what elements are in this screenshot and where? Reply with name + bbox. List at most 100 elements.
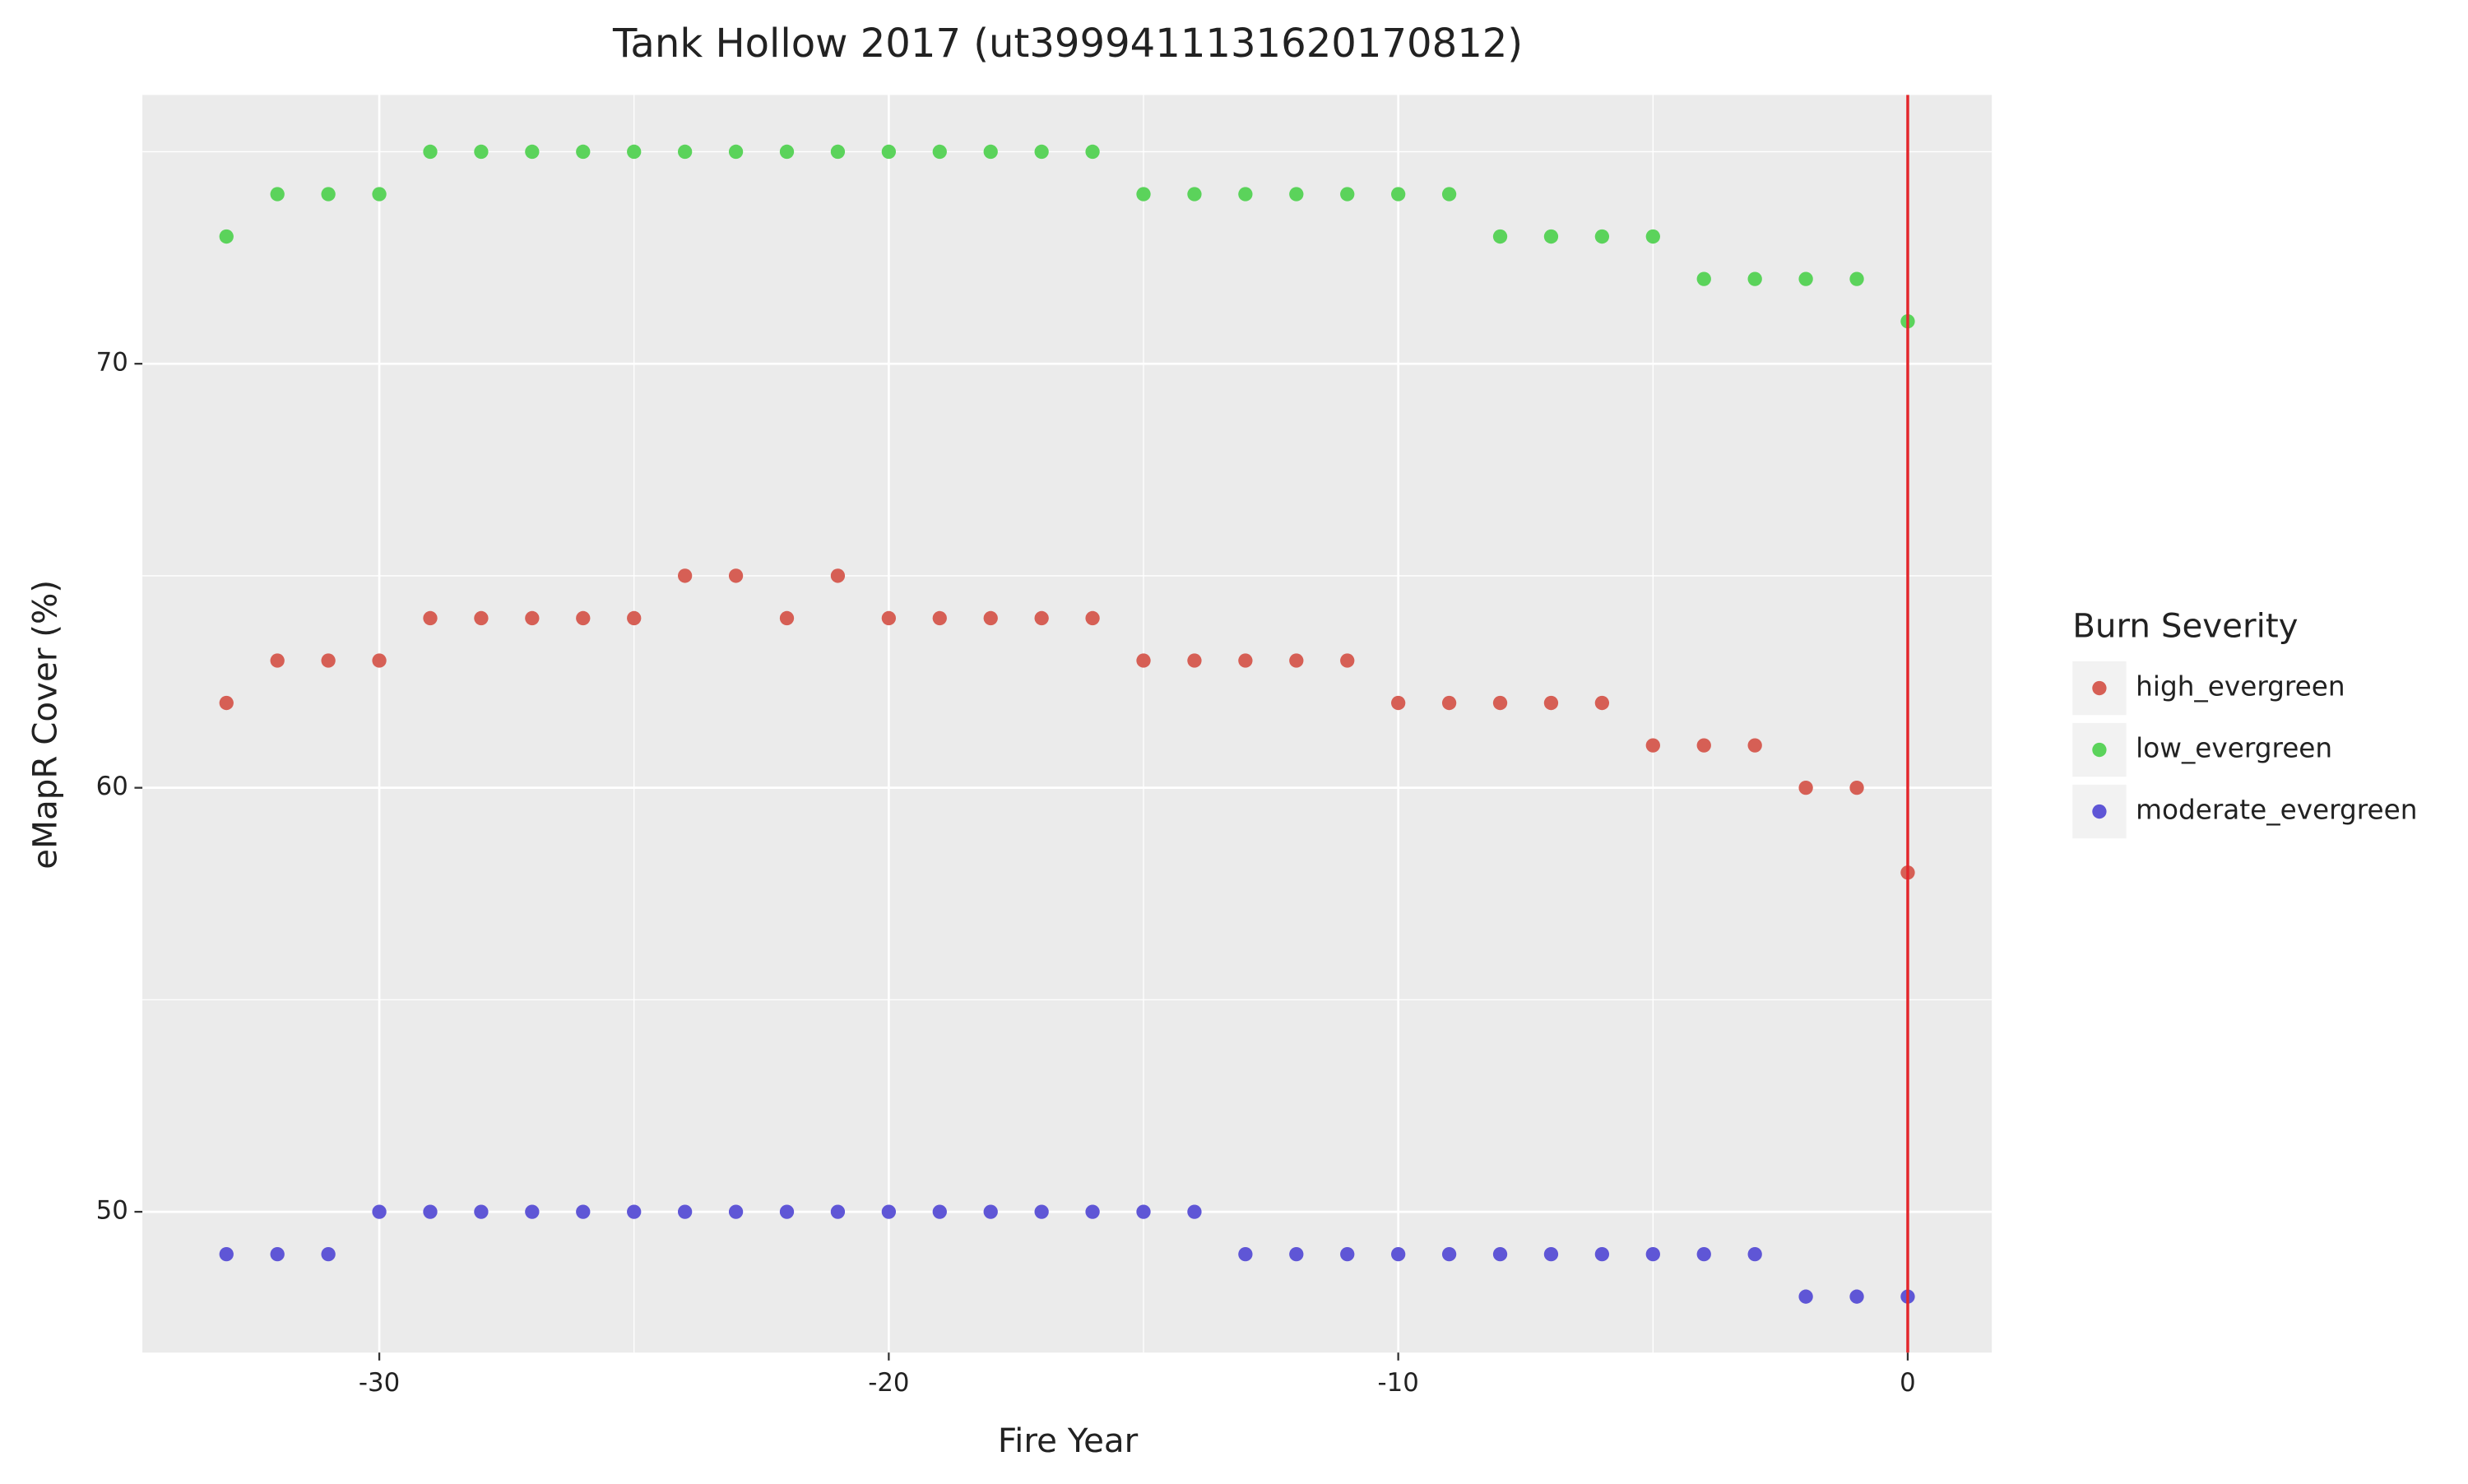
point [1034,1204,1049,1219]
point [1543,695,1559,711]
point [1340,1246,1355,1262]
point [881,610,897,626]
point [1441,1246,1457,1262]
y-tick-label: 50 [96,1196,128,1226]
point [219,695,234,711]
point [830,144,846,160]
point [627,144,642,160]
point [677,568,693,583]
point [1747,1246,1762,1262]
point [1391,695,1406,711]
point [779,610,795,626]
legend-marker [2092,804,2107,819]
point [270,187,285,202]
point [1594,695,1610,711]
point [1441,695,1457,711]
point [576,144,591,160]
legend-label: high_evergreen [2136,671,2345,703]
point [474,1204,489,1219]
y-axis-label: eMapR Cover (%) [26,580,65,870]
point [576,1204,591,1219]
point [1747,738,1762,753]
point [1849,1289,1864,1304]
point [474,610,489,626]
point [1238,653,1253,668]
point [1798,271,1813,286]
point [372,187,387,202]
point [321,187,336,202]
point [1340,187,1355,202]
point [728,144,744,160]
point [728,1204,744,1219]
point [932,144,947,160]
legend-label: moderate_evergreen [2136,795,2417,826]
point [932,610,947,626]
point [1136,653,1151,668]
point [525,144,540,160]
point [1696,738,1711,753]
point [423,144,438,160]
point [1645,1246,1660,1262]
point [525,610,540,626]
point [372,653,387,668]
panel [142,95,1992,1353]
point [1543,229,1559,244]
x-tick-label: -10 [1378,1368,1419,1398]
point [830,568,846,583]
legend-label: low_evergreen [2136,733,2332,764]
point [1340,653,1355,668]
point [1645,738,1660,753]
point [1798,780,1813,795]
point [1085,610,1100,626]
y-tick-label: 70 [96,348,128,378]
point [1085,144,1100,160]
point [677,1204,693,1219]
point [728,568,744,583]
point [830,1204,846,1219]
point [932,1204,947,1219]
point [1441,187,1457,202]
x-tick-label: 0 [1900,1368,1916,1398]
point [1289,653,1304,668]
point [1187,1204,1202,1219]
point [1085,1204,1100,1219]
legend-marker [2092,742,2107,758]
point [219,229,234,244]
point [1187,187,1202,202]
point [1391,187,1406,202]
point [779,1204,795,1219]
point [627,610,642,626]
point [983,1204,998,1219]
point [423,1204,438,1219]
point [1034,610,1049,626]
legend-marker [2092,680,2107,696]
point [1594,1246,1610,1262]
point [1492,1246,1508,1262]
x-tick-label: -20 [868,1368,909,1398]
x-tick-label: -30 [359,1368,400,1398]
point [1187,653,1202,668]
point [677,144,693,160]
point [627,1204,642,1219]
point [1136,187,1151,202]
point [423,610,438,626]
point [983,144,998,160]
point [1289,187,1304,202]
point [1849,780,1864,795]
point [576,610,591,626]
point [983,610,998,626]
point [1543,1246,1559,1262]
point [881,1204,897,1219]
legend-title: Burn Severity [2072,606,2298,645]
point [779,144,795,160]
point [321,653,336,668]
point [1238,187,1253,202]
point [1034,144,1049,160]
point [1492,229,1508,244]
point [1136,1204,1151,1219]
point [525,1204,540,1219]
point [1238,1246,1253,1262]
point [1798,1289,1813,1304]
point [219,1246,234,1262]
